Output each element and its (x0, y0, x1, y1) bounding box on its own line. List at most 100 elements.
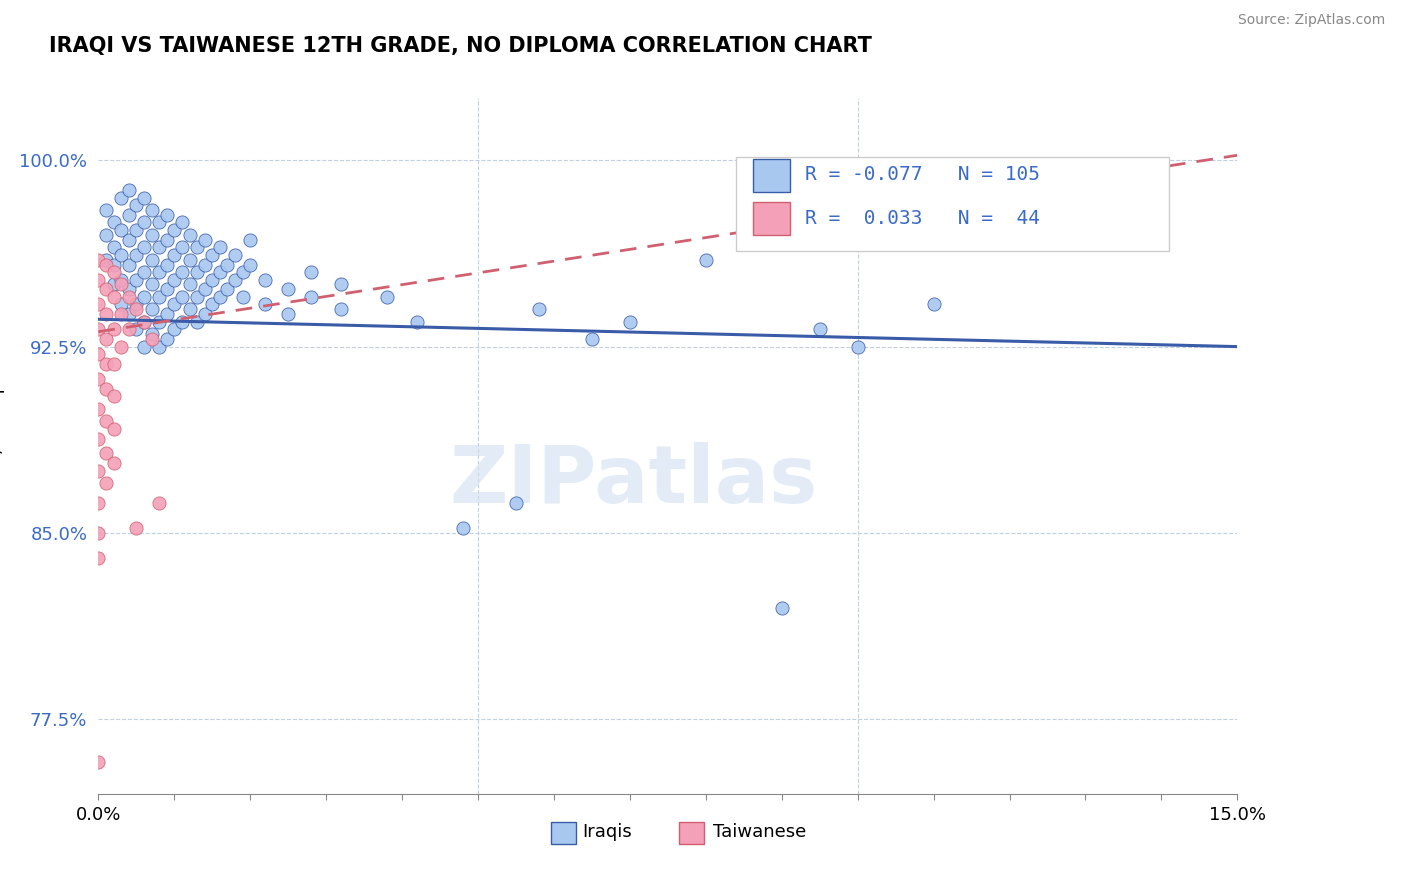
Point (87, 347, 110, 361)
Point (103, 265, 125, 279)
Point (141, 332, 163, 346)
Point (163, 297, 186, 311)
Point (179, 227, 201, 242)
Y-axis label: 12th Grade, No Diploma: 12th Grade, No Diploma (0, 336, 6, 556)
Point (156, 208, 179, 222)
Point (141, 227, 163, 242)
FancyBboxPatch shape (754, 202, 790, 235)
Point (103, 240, 125, 254)
Point (94, 357, 117, 371)
Point (118, 208, 141, 222)
Point (451, 521, 474, 535)
Point (118, 307, 141, 321)
Point (125, 302, 148, 317)
Point (201, 272, 224, 286)
Point (132, 190, 155, 204)
Point (163, 322, 186, 336)
Point (232, 290, 254, 304)
Point (170, 240, 193, 254)
Point (254, 272, 277, 286)
Point (201, 297, 224, 311)
Point (922, 297, 945, 311)
Point (110, 340, 132, 354)
Point (118, 290, 141, 304)
Text: R =  0.033   N =  44: R = 0.033 N = 44 (804, 209, 1039, 228)
Point (125, 198, 148, 212)
Text: Iraqis: Iraqis (582, 823, 633, 841)
Point (94, 382, 117, 396)
Point (277, 307, 299, 321)
Text: R = -0.077   N = 105: R = -0.077 N = 105 (804, 165, 1039, 184)
Point (103, 277, 125, 292)
Point (141, 277, 163, 292)
Point (125, 322, 148, 336)
Point (110, 223, 132, 237)
Point (125, 248, 148, 262)
Point (156, 332, 179, 346)
Point (148, 340, 170, 354)
Point (254, 297, 277, 311)
Point (110, 307, 132, 321)
Point (194, 307, 217, 321)
Point (87, 464, 110, 478)
Point (156, 307, 179, 321)
Point (132, 265, 155, 279)
Point (330, 302, 353, 317)
Point (87, 432, 110, 446)
Point (132, 240, 155, 254)
Point (163, 223, 186, 237)
Point (87, 297, 110, 311)
Point (505, 496, 527, 510)
Point (87, 550, 110, 565)
Point (118, 322, 141, 336)
Point (217, 258, 239, 272)
Point (132, 215, 155, 229)
Point (163, 272, 186, 286)
Text: Taiwanese: Taiwanese (713, 823, 807, 841)
Point (148, 215, 170, 229)
Point (118, 233, 141, 247)
Point (125, 297, 148, 311)
Point (186, 240, 208, 254)
Point (163, 248, 186, 262)
Point (103, 457, 125, 471)
Point (118, 258, 141, 272)
Point (132, 290, 155, 304)
Point (156, 233, 179, 247)
FancyBboxPatch shape (551, 822, 575, 844)
Point (581, 332, 603, 346)
Point (103, 322, 125, 336)
Point (87, 496, 110, 510)
Point (94, 202, 117, 217)
Point (148, 265, 170, 279)
Point (770, 600, 793, 615)
Point (132, 340, 155, 354)
Point (695, 252, 717, 267)
Point (217, 283, 239, 297)
Point (125, 272, 148, 286)
Point (186, 265, 208, 279)
Text: ZIPatlas: ZIPatlas (450, 442, 818, 520)
Point (208, 290, 231, 304)
FancyBboxPatch shape (679, 822, 704, 844)
Point (232, 265, 254, 279)
Point (103, 357, 125, 371)
Point (194, 233, 217, 247)
Point (94, 307, 117, 321)
Point (619, 315, 641, 329)
Text: Source: ZipAtlas.com: Source: ZipAtlas.com (1237, 13, 1385, 28)
Point (94, 227, 117, 242)
Point (277, 283, 299, 297)
Point (224, 272, 246, 286)
Point (156, 258, 179, 272)
Point (87, 252, 110, 267)
Point (170, 265, 193, 279)
Point (194, 283, 217, 297)
Point (186, 315, 208, 329)
Point (299, 265, 322, 279)
Point (94, 332, 117, 346)
Point (148, 315, 170, 329)
Point (94, 476, 117, 491)
Point (87, 272, 110, 286)
FancyBboxPatch shape (754, 159, 790, 192)
